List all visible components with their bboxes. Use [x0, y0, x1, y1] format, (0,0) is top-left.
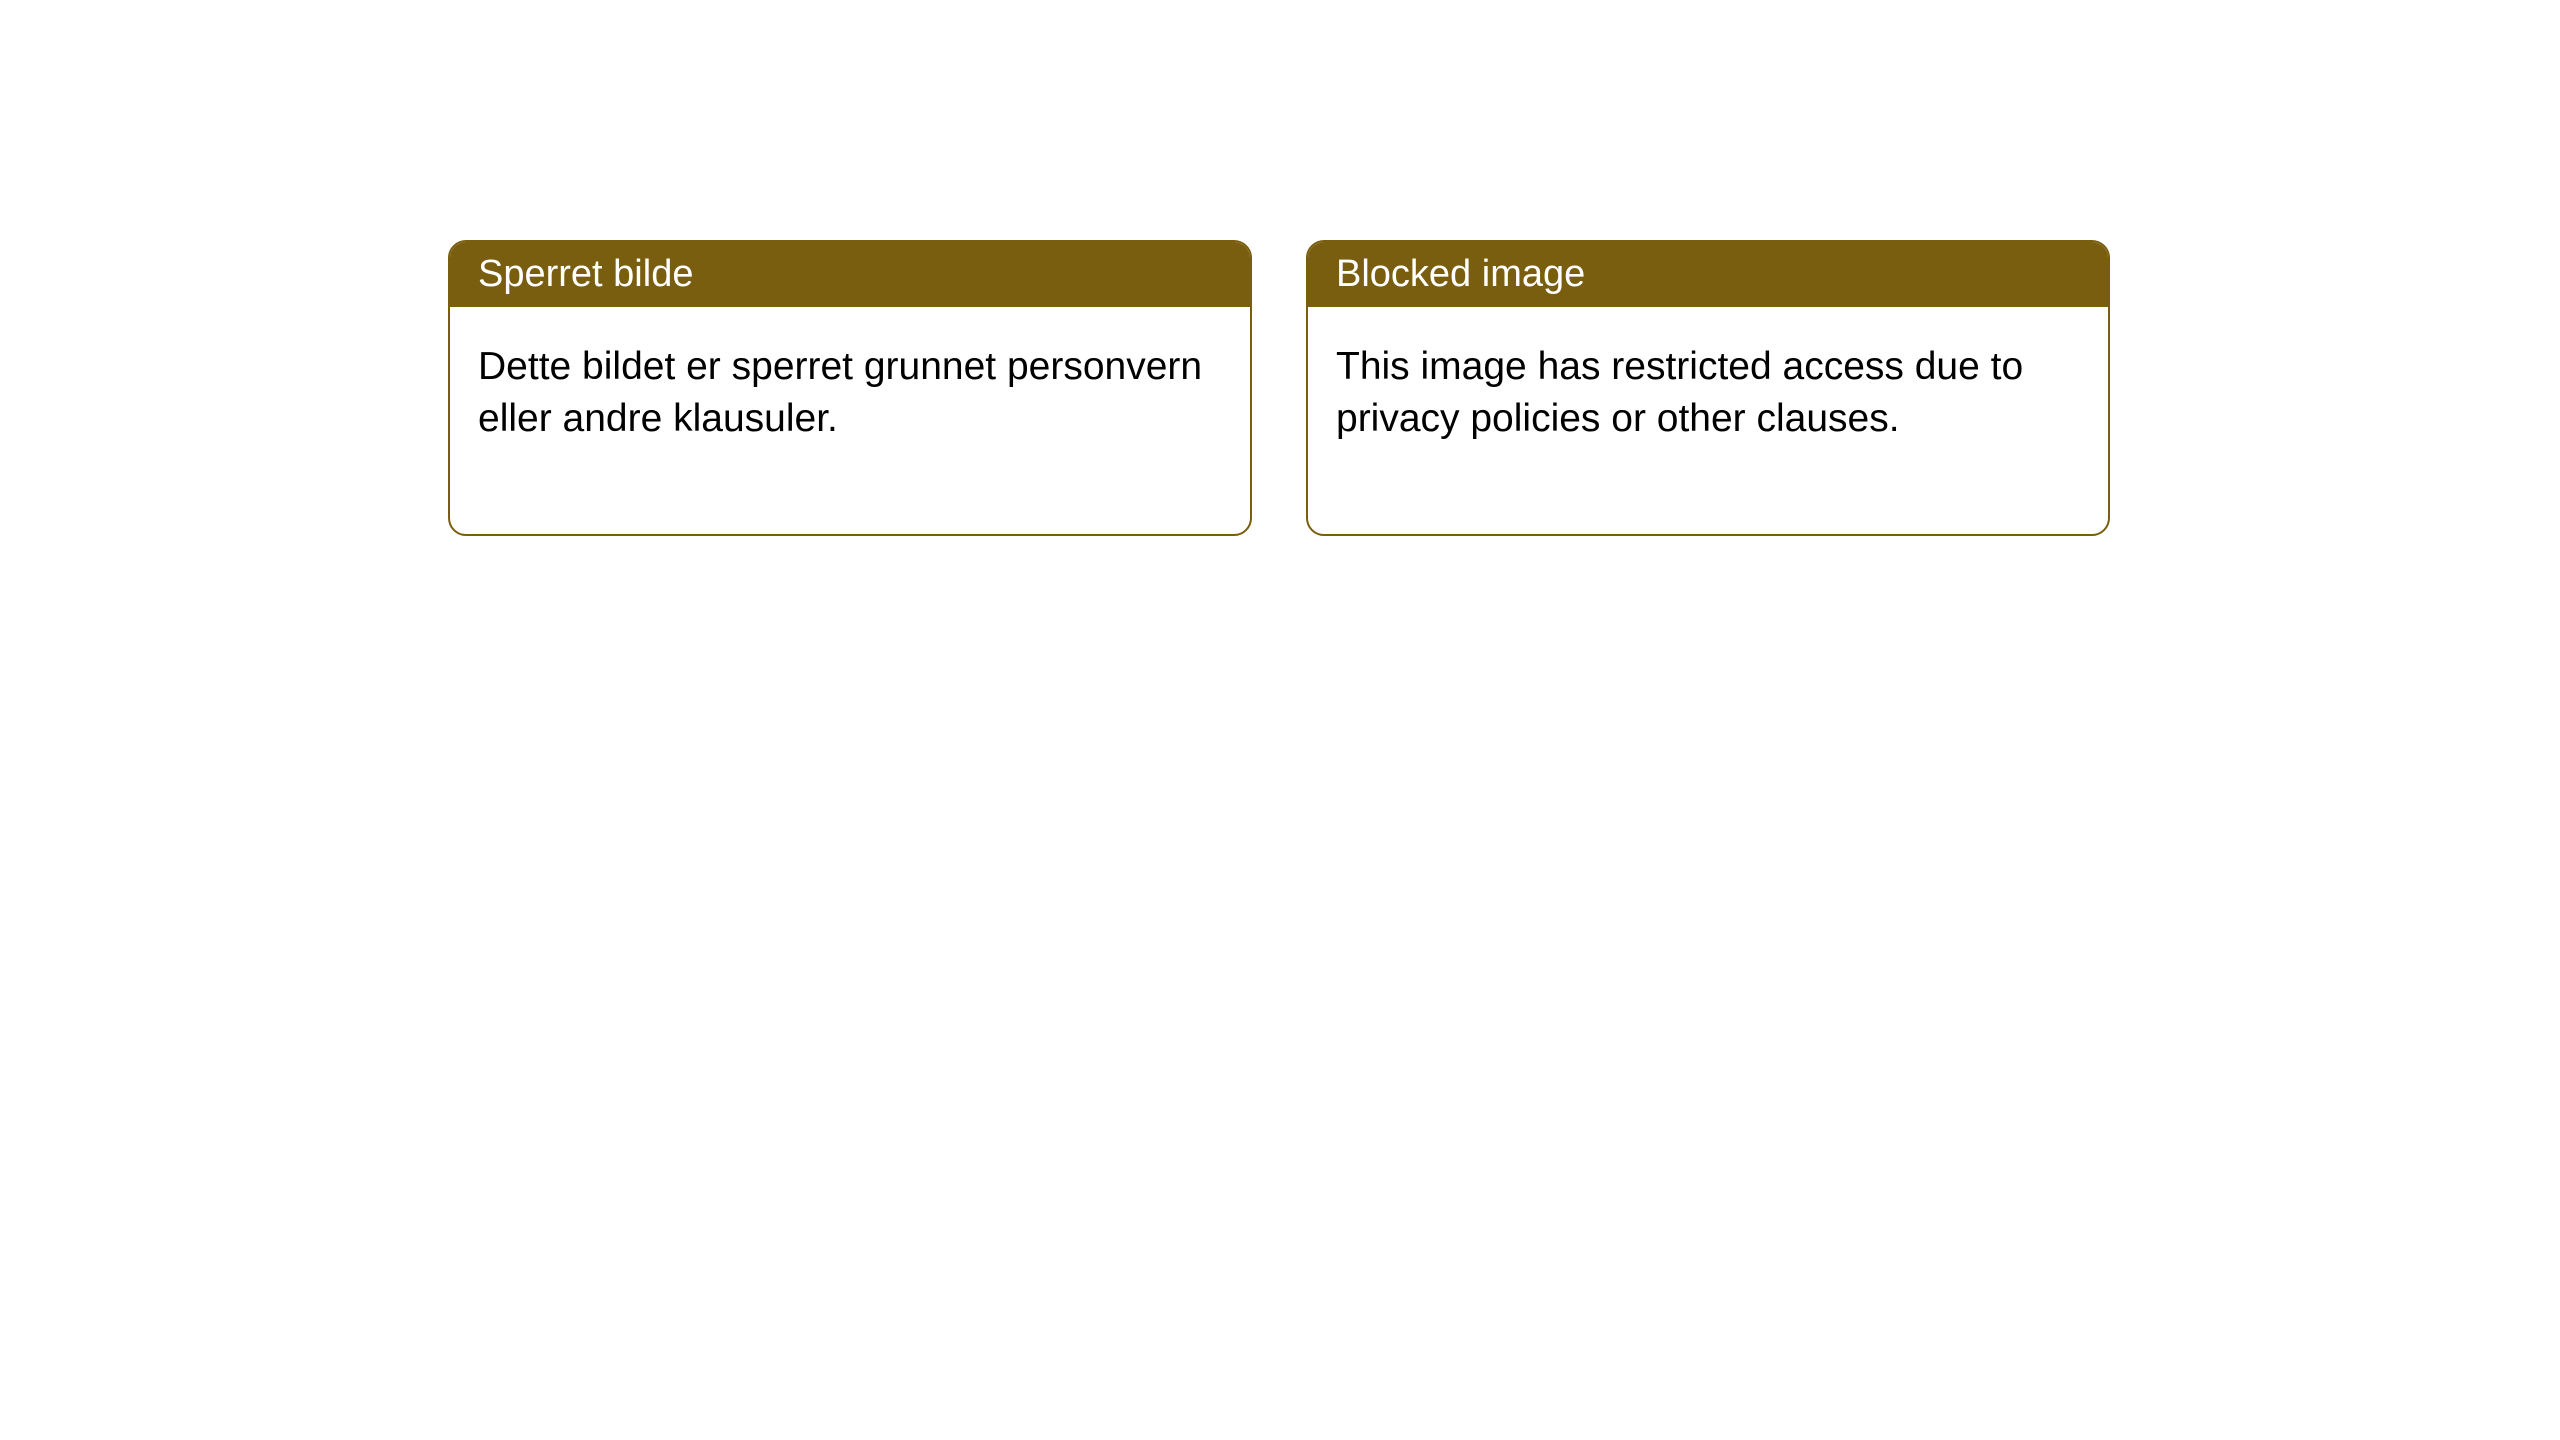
card-body-text: Dette bildet er sperret grunnet personve… [478, 345, 1202, 439]
card-body: Dette bildet er sperret grunnet personve… [450, 307, 1250, 534]
blocked-image-card-no: Sperret bilde Dette bildet er sperret gr… [448, 240, 1252, 536]
card-body: This image has restricted access due to … [1308, 307, 2108, 534]
card-header: Blocked image [1308, 242, 2108, 307]
card-title: Blocked image [1336, 253, 1585, 295]
notice-container: Sperret bilde Dette bildet er sperret gr… [0, 0, 2560, 536]
blocked-image-card-en: Blocked image This image has restricted … [1306, 240, 2110, 536]
card-title: Sperret bilde [478, 253, 693, 295]
card-header: Sperret bilde [450, 242, 1250, 307]
card-body-text: This image has restricted access due to … [1336, 345, 2023, 439]
